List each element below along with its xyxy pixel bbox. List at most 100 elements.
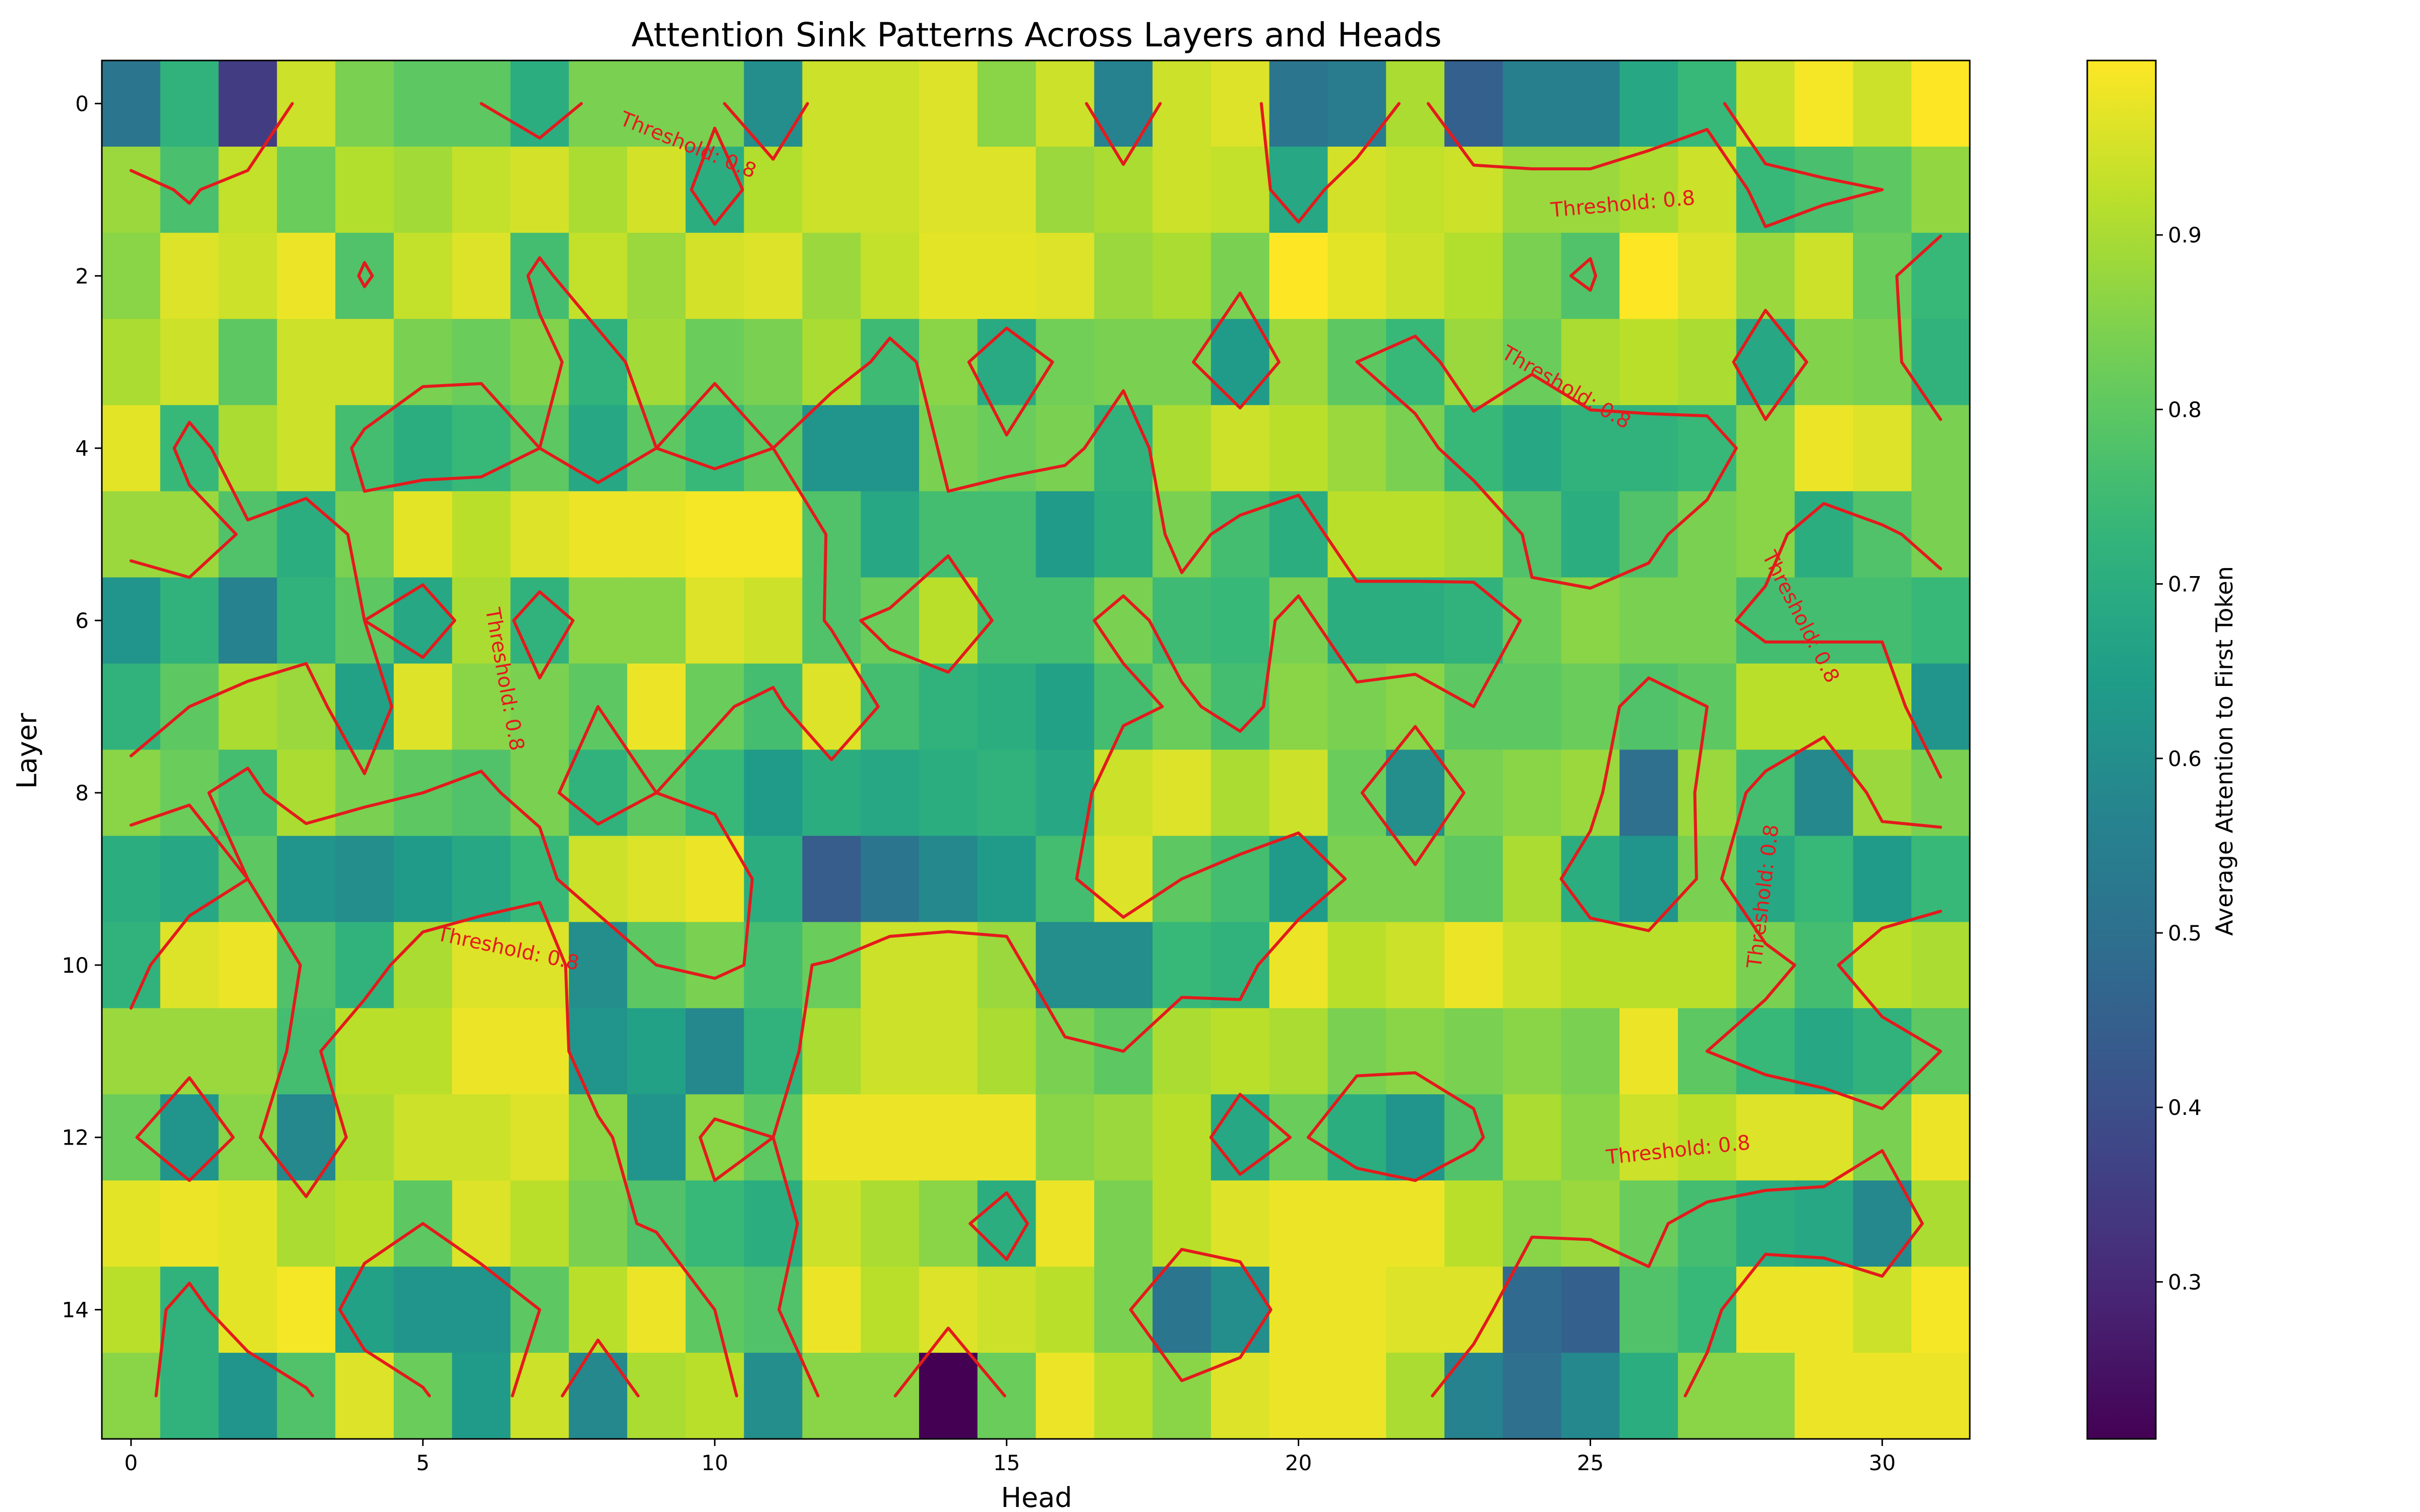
heatmap-cell	[861, 1267, 920, 1353]
heatmap-cell	[1211, 922, 1270, 1009]
heatmap-cell	[1794, 146, 1854, 233]
y-axis-ticks: 0 2 4 6 8 10 12 14	[62, 91, 102, 1322]
heatmap-cell	[685, 922, 745, 1009]
heatmap-cell	[1269, 1008, 1328, 1095]
heatmap-cell	[1153, 1267, 1212, 1353]
heatmap-cell	[218, 1094, 277, 1181]
heatmap-cell	[1561, 1267, 1620, 1353]
heatmap-cell	[1036, 1180, 1095, 1267]
heatmap-cell	[277, 232, 336, 320]
heatmap-cell	[510, 491, 569, 578]
heatmap-cell	[218, 749, 277, 837]
heatmap-cell	[977, 405, 1037, 492]
heatmap-cell	[977, 836, 1037, 922]
heatmap-cell	[452, 577, 511, 664]
heatmap-cell	[919, 232, 978, 320]
heatmap-cell	[1561, 836, 1620, 922]
heatmap-cell	[102, 1353, 161, 1439]
heatmap-cell	[744, 1180, 803, 1267]
heatmap-cell	[802, 146, 861, 233]
heatmap-cell	[1502, 232, 1562, 320]
heatmap-cell	[1327, 1008, 1386, 1095]
heatmap-cell	[1444, 491, 1503, 578]
heatmap-cell	[1678, 319, 1737, 406]
heatmap-cell	[452, 1353, 511, 1439]
heatmap-cell	[1502, 922, 1562, 1009]
heatmap-cell	[977, 232, 1037, 320]
heatmap-cell	[685, 1008, 745, 1095]
heatmap-cell	[1619, 60, 1678, 147]
heatmap-cell	[1561, 1353, 1620, 1439]
heatmap-cell	[919, 405, 978, 492]
heatmap-cell	[1911, 749, 1970, 837]
heatmap-cell	[1911, 319, 1970, 406]
heatmap-cell	[744, 60, 803, 147]
heatmap-cell	[569, 577, 628, 664]
heatmap-cell	[393, 1094, 453, 1181]
heatmap-cell	[627, 663, 686, 750]
y-tick-label: 8	[75, 781, 89, 805]
heatmap-cell	[452, 146, 511, 233]
heatmap-cell	[1211, 1267, 1270, 1353]
heatmap-cell	[1094, 1094, 1153, 1181]
heatmap-cell	[1444, 749, 1503, 837]
heatmap-cell	[1619, 146, 1678, 233]
heatmap-cell	[277, 319, 336, 406]
heatmap-cell	[1911, 836, 1970, 922]
heatmap-cell	[1386, 405, 1445, 492]
heatmap-cell	[160, 1008, 219, 1095]
heatmap-cell	[510, 1353, 569, 1439]
heatmap-cell	[977, 60, 1037, 147]
heatmap-cell	[102, 1267, 161, 1353]
heatmap-cell	[1386, 836, 1445, 922]
heatmap-cell	[1094, 1267, 1153, 1353]
heatmap-cell	[102, 491, 161, 578]
heatmap-cell	[861, 1008, 920, 1095]
heatmap-cell	[1911, 577, 1970, 664]
heatmap-cell	[218, 1267, 277, 1353]
heatmap-cell	[744, 491, 803, 578]
heatmap-cell	[1211, 146, 1270, 233]
heatmap-cell	[335, 60, 394, 147]
heatmap-cell	[1911, 491, 1970, 578]
heatmap-cell	[977, 1267, 1037, 1353]
heatmap-cell	[1036, 319, 1095, 406]
heatmap-cell	[1678, 1180, 1737, 1267]
heatmap-cell	[1036, 60, 1095, 147]
heatmap-cell	[1094, 232, 1153, 320]
heatmap-cell	[1386, 577, 1445, 664]
heatmap-cell	[1269, 1267, 1328, 1353]
heatmap-cell	[393, 60, 453, 147]
heatmap-cell	[802, 1180, 861, 1267]
heatmap-cell	[1561, 577, 1620, 664]
heatmap-cell	[685, 491, 745, 578]
heatmap-cell	[277, 836, 336, 922]
heatmap-cell	[1619, 1353, 1678, 1439]
heatmap-cell	[277, 1353, 336, 1439]
heatmap-cell	[569, 60, 628, 147]
heatmap-cell	[744, 1353, 803, 1439]
heatmap-cell	[1386, 491, 1445, 578]
heatmap-cell	[744, 577, 803, 664]
colorbar-tick-label: 0.8	[2168, 397, 2202, 422]
heatmap-cell	[1327, 749, 1386, 837]
heatmap-cell	[393, 319, 453, 406]
heatmap-cell	[802, 1353, 861, 1439]
heatmap-cell	[802, 405, 861, 492]
heatmap-cell	[452, 232, 511, 320]
heatmap-cell	[1444, 405, 1503, 492]
heatmap-cell	[452, 663, 511, 750]
heatmap-cell	[1502, 60, 1562, 147]
heatmap-cell	[1678, 836, 1737, 922]
heatmap-cell	[1794, 405, 1854, 492]
heatmap-cell	[1211, 577, 1270, 664]
heatmap-cell	[1327, 146, 1386, 233]
heatmap-cell	[335, 319, 394, 406]
heatmap-cell	[510, 319, 569, 406]
heatmap-cell	[510, 60, 569, 147]
heatmap-cell	[393, 1353, 453, 1439]
heatmap-cell	[1211, 232, 1270, 320]
heatmap-cell	[1269, 922, 1328, 1009]
heatmap-cell	[102, 1180, 161, 1267]
heatmap-cell	[335, 232, 394, 320]
